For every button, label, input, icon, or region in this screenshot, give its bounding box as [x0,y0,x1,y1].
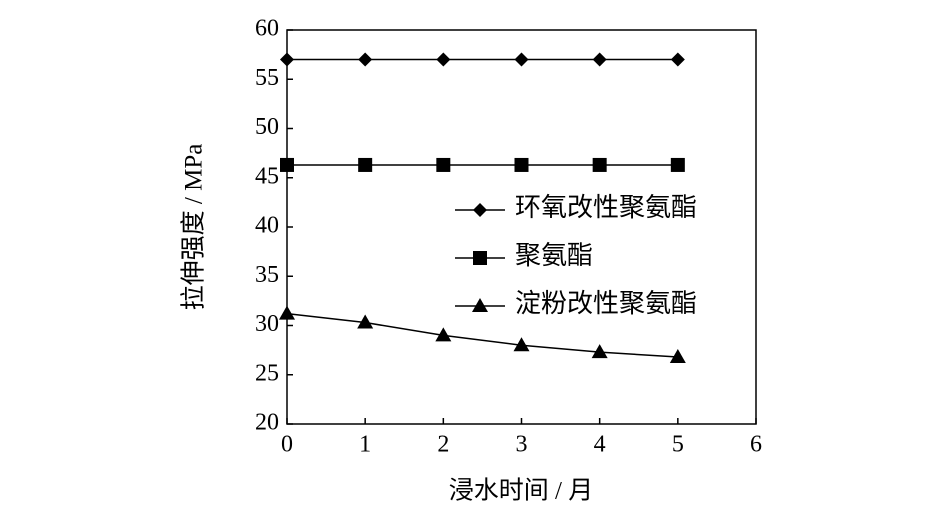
data-point [591,344,608,359]
series-line [286,312,678,358]
y-axis-label: 拉伸强度 / MPa [180,144,208,311]
data-point [670,52,685,67]
y-tick-label: 20 [255,410,279,436]
data-point [435,327,452,342]
x-tick-label: 2 [437,432,449,458]
data-point [514,157,529,172]
data-point [513,337,530,352]
x-tick-label: 6 [750,432,762,458]
y-tick-label: 30 [255,311,279,337]
y-tick-label: 50 [255,114,279,140]
data-point [670,157,685,172]
y-tick-label: 60 [255,16,279,42]
y-tick-label: 45 [255,163,279,189]
data-point [436,52,451,67]
data-point [357,314,374,329]
data-point [358,52,373,67]
plot-frame [286,29,757,425]
data-point [669,349,686,364]
legend-marker [472,298,488,312]
legend-label: 环氧改性聚氨酯 [515,193,697,222]
data-point [280,157,294,172]
data-point [592,157,607,172]
data-point [592,52,607,67]
x-axis-label: 浸水时间 / 月 [449,477,593,505]
data-point [436,157,451,172]
y-tick-label: 55 [255,65,279,91]
y-tick-label: 35 [255,262,279,288]
x-tick-label: 4 [594,432,606,458]
legend-marker [473,203,487,217]
x-tick-label: 5 [672,432,684,458]
y-tick-label: 25 [255,360,279,386]
data-point [279,305,295,320]
x-tick-label: 0 [281,432,293,458]
x-tick-label: 3 [516,432,528,458]
x-tick-label: 1 [359,432,371,458]
data-point [514,52,529,67]
legend-marker [473,251,487,265]
legend-label: 淀粉改性聚氨酯 [515,289,697,318]
y-tick-label: 40 [255,213,279,239]
legend-label: 聚氨酯 [515,241,593,270]
data-point [280,52,294,67]
data-point [358,157,373,172]
